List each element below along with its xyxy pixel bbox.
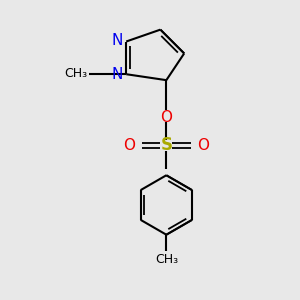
Text: CH₃: CH₃	[155, 253, 178, 266]
Text: CH₃: CH₃	[64, 67, 88, 80]
Text: S: S	[160, 136, 172, 154]
Text: N: N	[111, 67, 123, 82]
Text: O: O	[198, 138, 210, 153]
Text: O: O	[123, 138, 135, 153]
Text: O: O	[160, 110, 172, 125]
Text: N: N	[111, 32, 123, 47]
